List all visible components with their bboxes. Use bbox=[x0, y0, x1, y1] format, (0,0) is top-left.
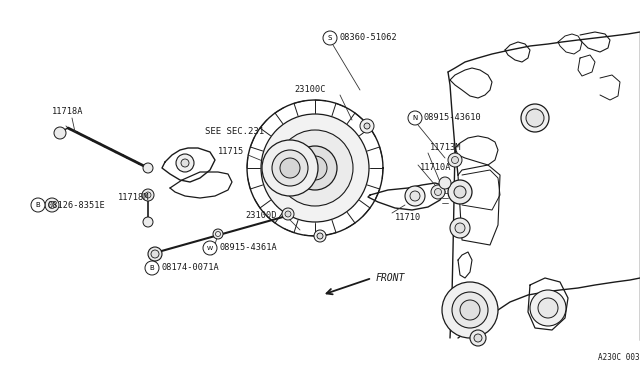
Text: B: B bbox=[36, 202, 40, 208]
Circle shape bbox=[213, 229, 223, 239]
Text: 11710: 11710 bbox=[395, 214, 421, 222]
Text: N: N bbox=[412, 115, 418, 121]
Text: A230C 0039: A230C 0039 bbox=[598, 353, 640, 362]
Circle shape bbox=[272, 150, 308, 186]
Circle shape bbox=[442, 282, 498, 338]
Text: 08360-51062: 08360-51062 bbox=[340, 33, 397, 42]
Circle shape bbox=[474, 334, 482, 342]
Text: 08174-0071A: 08174-0071A bbox=[162, 263, 220, 273]
Circle shape bbox=[143, 163, 153, 173]
Circle shape bbox=[148, 247, 162, 261]
Text: FRONT: FRONT bbox=[376, 273, 405, 283]
Text: 08126-8351E: 08126-8351E bbox=[48, 201, 106, 209]
Circle shape bbox=[454, 186, 466, 198]
Circle shape bbox=[261, 114, 369, 222]
Circle shape bbox=[448, 153, 462, 167]
Circle shape bbox=[145, 261, 159, 275]
Circle shape bbox=[145, 192, 151, 198]
Circle shape bbox=[360, 119, 374, 133]
Text: 08915-4361A: 08915-4361A bbox=[220, 244, 278, 253]
Circle shape bbox=[285, 211, 291, 217]
Text: 23100D: 23100D bbox=[245, 211, 276, 219]
Circle shape bbox=[530, 290, 566, 326]
Text: 08915-43610: 08915-43610 bbox=[424, 113, 482, 122]
Text: 23100C: 23100C bbox=[294, 86, 326, 94]
Text: 11718A: 11718A bbox=[52, 108, 83, 116]
Circle shape bbox=[521, 104, 549, 132]
Circle shape bbox=[455, 223, 465, 233]
Circle shape bbox=[452, 292, 488, 328]
Circle shape bbox=[451, 157, 458, 164]
Circle shape bbox=[439, 177, 451, 189]
Text: SEE SEC.231: SEE SEC.231 bbox=[205, 128, 264, 137]
Circle shape bbox=[282, 208, 294, 220]
Circle shape bbox=[317, 233, 323, 239]
Circle shape bbox=[408, 111, 422, 125]
Circle shape bbox=[203, 241, 217, 255]
Circle shape bbox=[277, 130, 353, 206]
Circle shape bbox=[293, 146, 337, 190]
Circle shape bbox=[54, 127, 66, 139]
Circle shape bbox=[280, 158, 300, 178]
Circle shape bbox=[181, 159, 189, 167]
Circle shape bbox=[31, 198, 45, 212]
Circle shape bbox=[323, 31, 337, 45]
Circle shape bbox=[143, 217, 153, 227]
Circle shape bbox=[364, 123, 370, 129]
Circle shape bbox=[262, 140, 318, 196]
Circle shape bbox=[538, 298, 558, 318]
Text: 11710A: 11710A bbox=[420, 164, 451, 173]
Circle shape bbox=[314, 230, 326, 242]
Circle shape bbox=[142, 189, 154, 201]
Text: W: W bbox=[207, 246, 213, 250]
Circle shape bbox=[49, 202, 56, 208]
Text: 11718M: 11718M bbox=[118, 193, 150, 202]
Text: 11713M: 11713M bbox=[430, 144, 461, 153]
Circle shape bbox=[151, 250, 159, 258]
Circle shape bbox=[303, 156, 327, 180]
Circle shape bbox=[526, 109, 544, 127]
Circle shape bbox=[431, 185, 445, 199]
Text: B: B bbox=[150, 265, 154, 271]
Circle shape bbox=[410, 191, 420, 201]
Circle shape bbox=[448, 180, 472, 204]
Circle shape bbox=[470, 330, 486, 346]
Text: S: S bbox=[328, 35, 332, 41]
Text: 11715: 11715 bbox=[218, 148, 244, 157]
Circle shape bbox=[450, 218, 470, 238]
Circle shape bbox=[460, 300, 480, 320]
Circle shape bbox=[45, 198, 59, 212]
Circle shape bbox=[176, 154, 194, 172]
Circle shape bbox=[435, 189, 442, 196]
Circle shape bbox=[405, 186, 425, 206]
